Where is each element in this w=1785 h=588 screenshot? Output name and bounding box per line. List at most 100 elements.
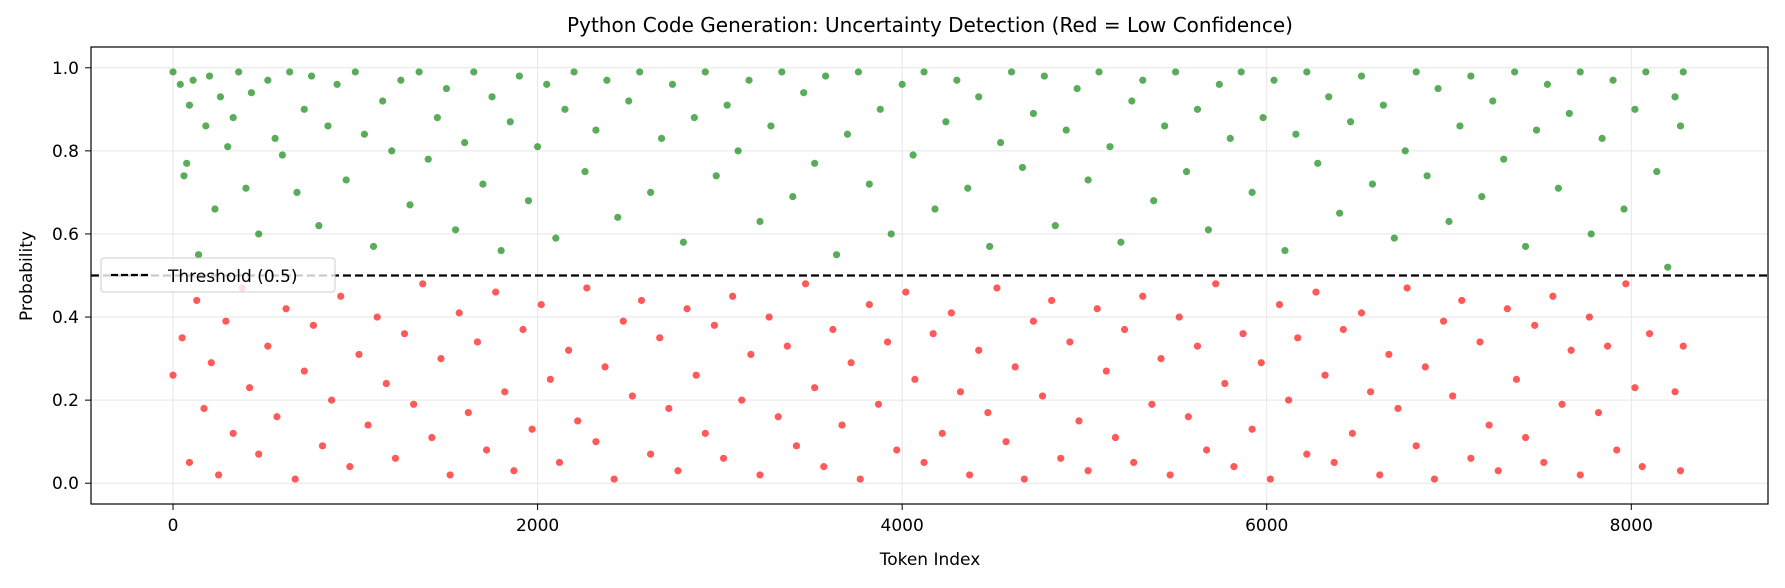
data-point <box>887 230 895 238</box>
data-point <box>856 475 864 483</box>
data-point <box>524 197 533 205</box>
data-point <box>902 288 910 296</box>
data-point <box>657 134 666 142</box>
data-point <box>1157 354 1165 363</box>
data-point <box>920 68 928 76</box>
data-point <box>205 72 214 80</box>
axes: 0 2000 4000 6000 8000 0.0 0.2 0.4 0.6 0.8 1.0 <box>52 46 1769 536</box>
data-point <box>820 463 828 471</box>
data-point <box>745 76 753 84</box>
data-point <box>610 475 618 483</box>
data-point <box>738 396 746 404</box>
data-point <box>647 450 655 458</box>
data-point <box>953 76 961 84</box>
data-point <box>176 80 184 88</box>
data-point <box>1292 130 1300 138</box>
data-point <box>811 384 819 392</box>
data-point <box>1521 433 1530 442</box>
data-point <box>211 205 219 213</box>
data-point <box>1631 384 1639 392</box>
data-point <box>497 246 505 255</box>
data-point <box>1007 68 1016 76</box>
data-point <box>778 68 786 76</box>
data-point <box>710 321 719 329</box>
data-point <box>1642 68 1650 76</box>
y-tick-label: 0.6 <box>52 225 79 245</box>
data-point <box>920 458 928 467</box>
data-point <box>1325 93 1333 101</box>
data-point <box>346 463 354 471</box>
data-point <box>1266 475 1274 483</box>
data-point <box>437 354 445 363</box>
data-point <box>665 404 673 413</box>
data-point <box>1128 97 1136 105</box>
data-point <box>1421 363 1429 371</box>
x-tick-label: 6000 <box>1245 516 1288 536</box>
data-point <box>1018 163 1027 172</box>
data-point <box>1346 118 1355 126</box>
data-point <box>1503 305 1511 313</box>
data-point <box>1439 317 1448 325</box>
legend-box <box>100 257 336 293</box>
data-point <box>1456 122 1464 130</box>
data-point <box>351 68 359 76</box>
data-point <box>734 147 742 155</box>
data-point <box>180 172 188 180</box>
data-point <box>1458 296 1466 305</box>
data-point <box>1394 404 1402 413</box>
data-point <box>1638 463 1646 471</box>
data-point <box>767 122 775 130</box>
data-point <box>765 313 773 321</box>
data-point <box>543 80 551 88</box>
data-point <box>701 68 709 76</box>
data-point <box>574 417 582 425</box>
data-point <box>975 93 983 101</box>
y-tick-label: 0.2 <box>52 391 79 411</box>
data-point <box>865 300 873 309</box>
data-point <box>1184 413 1192 421</box>
data-point <box>337 292 345 300</box>
series-0 <box>169 68 1687 271</box>
data-point <box>1095 68 1103 76</box>
data-point <box>1430 475 1439 483</box>
data-point <box>307 72 316 80</box>
data-point <box>1202 446 1211 454</box>
data-point <box>224 143 232 151</box>
data-point <box>592 438 600 446</box>
data-point <box>318 442 327 450</box>
data-point <box>1139 76 1147 84</box>
data-point <box>1565 109 1573 118</box>
data-point <box>1212 280 1220 288</box>
data-point <box>555 458 564 467</box>
data-point <box>291 475 299 483</box>
data-point <box>479 180 487 188</box>
data-point <box>756 217 764 226</box>
y-tick-label: 0.8 <box>52 142 79 162</box>
data-point <box>360 130 369 138</box>
data-point <box>1084 176 1092 184</box>
data-point <box>546 375 554 383</box>
data-point <box>984 409 992 417</box>
data-point <box>1598 134 1606 142</box>
data-point <box>564 346 573 354</box>
data-point <box>446 471 454 479</box>
data-point <box>747 350 755 359</box>
data-point <box>1532 126 1541 134</box>
data-point <box>1576 471 1584 479</box>
x-axis-label: Token Index <box>879 550 981 570</box>
data-point <box>947 309 955 317</box>
data-point <box>993 284 1001 292</box>
data-point <box>561 105 569 113</box>
data-point <box>406 201 414 209</box>
data-point <box>488 93 496 101</box>
data-point <box>333 80 341 88</box>
data-point <box>581 168 589 176</box>
data-point <box>628 392 636 400</box>
data-point <box>1423 172 1431 180</box>
data-point <box>1166 471 1174 479</box>
data-point <box>1040 72 1048 80</box>
data-point <box>1558 400 1566 408</box>
data-point <box>300 367 308 375</box>
data-point <box>1664 263 1672 271</box>
data-point <box>966 471 974 479</box>
